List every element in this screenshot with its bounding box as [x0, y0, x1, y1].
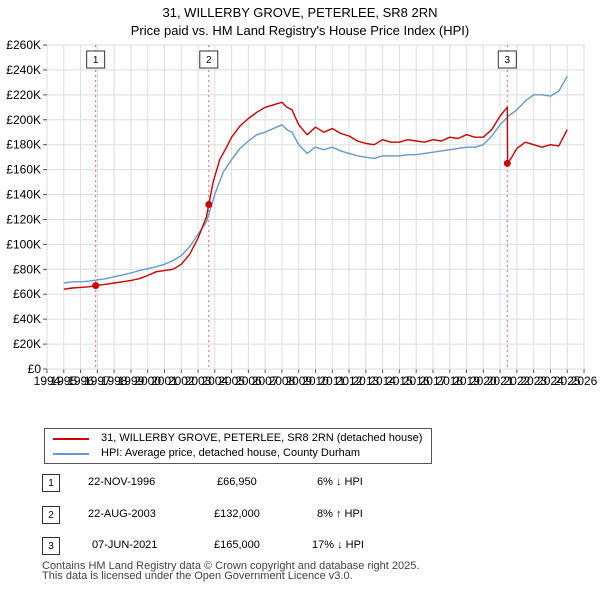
chart-title-block: 31, WILLERBY GROVE, PETERLEE, SR8 2RN Pr… [0, 4, 600, 40]
y-tick-label: £120K [6, 212, 41, 226]
sale-number-box: 2 [42, 506, 60, 524]
x-tick-label: 2002 [168, 374, 195, 388]
x-tick-label: 2026 [571, 374, 598, 388]
sale-row-3: 3 07-JUN-2021 £165,000 17% ↓ HPI [42, 537, 442, 555]
y-tick-label: £20K [13, 337, 41, 351]
sale-date: 22-AUG-2003 [88, 508, 156, 520]
sale-hpi-change: 8% ↑ HPI [317, 508, 363, 520]
footer-licence: This data is licensed under the Open Gov… [42, 570, 353, 582]
y-tick-label: £240K [6, 63, 41, 77]
y-tick-label: £260K [6, 38, 41, 52]
footer-copyright: Contains HM Land Registry data © Crown c… [42, 560, 420, 572]
y-tick-label: £0 [28, 362, 42, 376]
chart-title: 31, WILLERBY GROVE, PETERLEE, SR8 2RN [162, 5, 438, 20]
y-tick-label: £140K [6, 188, 41, 202]
x-tick-label: 2008 [269, 374, 296, 388]
x-tick-label: 1999 [118, 374, 145, 388]
x-tick-label: 2021 [487, 374, 514, 388]
x-tick-label: 2014 [369, 374, 396, 388]
x-tick-label: 2006 [235, 374, 262, 388]
chart-subtitle: Price paid vs. HM Land Registry's House … [130, 23, 470, 38]
legend-label-property: 31, WILLERBY GROVE, PETERLEE, SR8 2RN (d… [101, 432, 423, 444]
legend-swatch-property [53, 438, 89, 440]
x-tick-label: 2007 [252, 374, 279, 388]
y-tick-label: £80K [13, 262, 41, 276]
x-tick-label: 2018 [436, 374, 463, 388]
x-tick-label: 2015 [386, 374, 413, 388]
x-tick-label: 2013 [352, 374, 379, 388]
sale-date: 22-NOV-1996 [88, 476, 156, 488]
x-tick-label: 2012 [336, 374, 363, 388]
sale-point [503, 159, 511, 167]
x-tick-label: 2023 [520, 374, 547, 388]
x-tick-label: 1994 [34, 374, 61, 388]
x-tick-label: 2019 [453, 374, 480, 388]
x-tick-label: 1998 [101, 374, 128, 388]
x-tick-label: 2016 [403, 374, 430, 388]
x-tick-label: 2005 [218, 374, 245, 388]
sale-flag-box [199, 50, 219, 69]
sale-row-1: 1 22-NOV-1996 £66,950 6% ↓ HPI [42, 474, 442, 492]
sale-flag-label: 3 [505, 55, 511, 66]
y-tick-label: £40K [13, 312, 41, 326]
footer: Contains HM Land Registry data © Crown c… [42, 560, 420, 582]
hpi-series-line [63, 75, 568, 284]
sale-flag-label: 2 [206, 55, 212, 66]
legend: 31, WILLERBY GROVE, PETERLEE, SR8 2RN (d… [44, 428, 432, 464]
x-tick-label: 2009 [285, 374, 312, 388]
property-series-line [63, 101, 568, 290]
sale-row-2: 2 22-AUG-2003 £132,000 8% ↑ HPI [42, 506, 442, 524]
x-tick-label: 2024 [537, 374, 564, 388]
x-tick-label: 2011 [319, 374, 345, 388]
x-tick-label: 1995 [50, 374, 77, 388]
sale-point [205, 201, 213, 209]
y-tick-label: £220K [6, 88, 41, 102]
y-tick-label: £200K [6, 113, 41, 127]
y-tick-label: £160K [6, 163, 41, 177]
x-tick-label: 2000 [134, 374, 161, 388]
y-tick-label: £180K [6, 138, 41, 152]
legend-swatch-hpi [53, 453, 89, 455]
sale-flag-box [497, 50, 517, 69]
sale-number-box: 3 [42, 537, 60, 555]
x-tick-label: 2020 [470, 374, 497, 388]
sale-price: £66,950 [217, 476, 257, 488]
price-chart: 1 2 3 £0 £20K £40K £60K £80K £100K £120K £140K £16… [6, 38, 598, 388]
x-tick-label: 2022 [504, 374, 531, 388]
y-tick-label: £60K [13, 287, 41, 301]
sale-flag-box [86, 50, 106, 69]
sale-flag-label: 1 [93, 55, 99, 66]
legend-label-hpi: HPI: Average price, detached house, Coun… [101, 447, 361, 459]
x-tick-label: 2003 [185, 374, 212, 388]
x-tick-label: 2017 [420, 374, 447, 388]
sale-hpi-change: 6% ↓ HPI [317, 476, 363, 488]
x-tick-label: 2010 [302, 374, 329, 388]
sale-date: 07-JUN-2021 [92, 539, 158, 551]
sale-point [92, 282, 100, 290]
sale-price: £132,000 [214, 508, 260, 520]
x-tick-label: 2025 [554, 374, 581, 388]
x-tick-label: 1996 [67, 374, 94, 388]
y-tick-label: £100K [6, 237, 41, 251]
x-tick-label: 1997 [84, 374, 111, 388]
x-tick-label: 2004 [201, 374, 228, 388]
x-tick-label: 2001 [151, 374, 178, 388]
sale-number-box: 1 [42, 474, 60, 492]
sale-hpi-change: 17% ↓ HPI [312, 539, 364, 551]
sale-price: £165,000 [214, 539, 260, 551]
